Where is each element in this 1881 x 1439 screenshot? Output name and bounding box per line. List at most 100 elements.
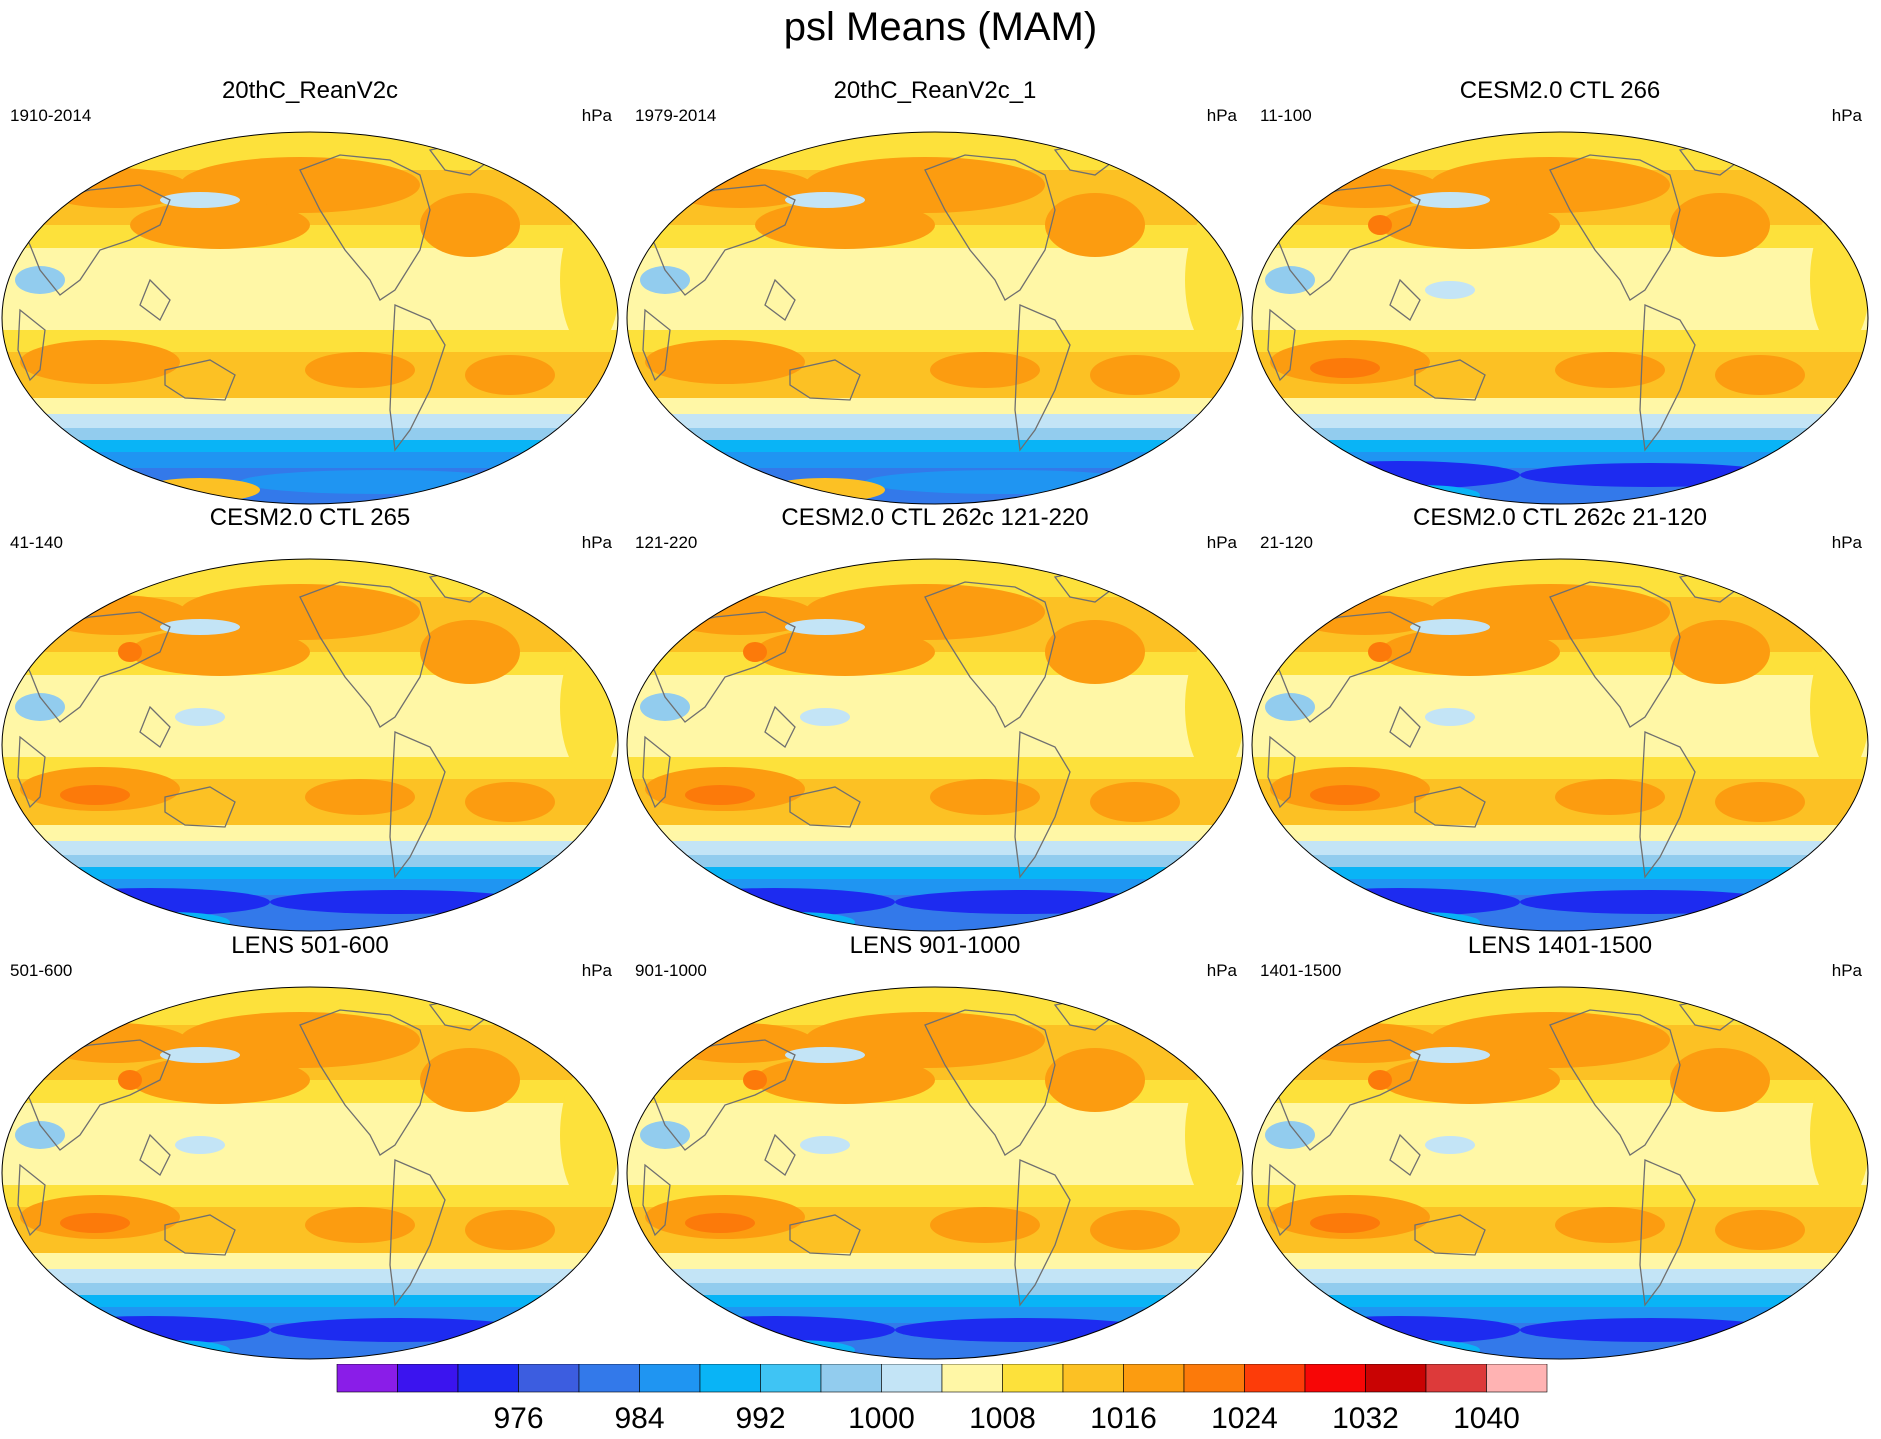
panel-period-label: 1910-2014 xyxy=(10,106,92,125)
colorbar-tick-label: 1024 xyxy=(1211,1402,1278,1435)
antarctic-cell xyxy=(270,1318,530,1342)
coastline xyxy=(139,705,171,748)
pressure-cell xyxy=(1715,1210,1805,1250)
pressure-band xyxy=(2,841,618,855)
pressure-band xyxy=(627,879,1243,895)
pressure-cell xyxy=(180,157,420,213)
pressure-band xyxy=(1252,652,1868,675)
pressure-cell xyxy=(1368,642,1392,662)
pressure-cell xyxy=(640,1121,690,1149)
pressure-band xyxy=(627,440,1243,452)
antarctic-cell xyxy=(655,1316,895,1344)
antarctic-cell xyxy=(110,912,230,931)
pressure-band xyxy=(627,867,1243,879)
coastline xyxy=(789,359,861,401)
pressure-band xyxy=(1252,1080,1868,1103)
colorbar-swatch xyxy=(578,1364,640,1393)
antarctic-cell xyxy=(270,890,530,914)
pressure-band xyxy=(2,1295,618,1307)
pressure-cell xyxy=(1670,1048,1770,1112)
antarctic-cell xyxy=(765,478,885,502)
coastline xyxy=(789,1214,861,1256)
pressure-cell xyxy=(1265,693,1315,721)
pressure-cell xyxy=(130,201,310,249)
pressure-band xyxy=(1252,225,1868,248)
pressure-band xyxy=(2,1253,618,1269)
coastline xyxy=(17,1163,46,1237)
pressure-cell xyxy=(1410,1047,1490,1063)
panel-period-label: 11-100 xyxy=(1260,106,1312,125)
pressure-band xyxy=(627,1103,1243,1185)
pressure-band xyxy=(1252,1253,1868,1269)
panel-units-label: hPa xyxy=(1831,533,1862,552)
map-outline xyxy=(626,558,1244,932)
colorbar-swatch xyxy=(518,1364,580,1393)
pressure-cell xyxy=(465,1210,555,1250)
pressure-cell xyxy=(15,1121,65,1149)
antarctic-cell xyxy=(1360,485,1480,504)
pressure-band xyxy=(2,825,618,841)
pressure-cell xyxy=(60,1213,130,1233)
pressure-cell xyxy=(743,1070,767,1090)
map-outline xyxy=(626,986,1244,1360)
pressure-cell xyxy=(1425,281,1475,299)
pressure-band xyxy=(627,414,1243,428)
pressure-cell xyxy=(1555,352,1665,388)
coastline xyxy=(642,1039,796,1151)
pressure-band xyxy=(2,1269,618,1283)
pressure-cell xyxy=(930,1207,1040,1243)
pressure-band xyxy=(2,225,618,248)
colorbar-swatch xyxy=(1244,1364,1306,1393)
colorbar-swatch xyxy=(397,1364,459,1393)
pressure-band xyxy=(2,248,618,330)
coastline xyxy=(164,359,236,401)
coastline xyxy=(17,611,171,723)
pressure-cell xyxy=(755,201,935,249)
pressure-cell xyxy=(118,1070,142,1090)
coastline xyxy=(1639,304,1696,452)
antarctic-cell xyxy=(1280,461,1520,489)
pressure-cell xyxy=(305,1207,415,1243)
pressure-band xyxy=(2,452,618,468)
panel-title: LENS 901-1000 xyxy=(849,932,1021,959)
panel-period-label: 1979-2014 xyxy=(635,106,717,125)
pressure-cell xyxy=(1045,193,1145,257)
pressure-band xyxy=(627,652,1243,675)
map-outline xyxy=(1,131,619,505)
pressure-band xyxy=(1252,414,1868,428)
pressure-band xyxy=(2,414,618,428)
pressure-cell xyxy=(1185,210,1243,350)
colorbar-swatch xyxy=(820,1364,882,1393)
contour-map xyxy=(1,558,619,932)
pressure-band xyxy=(2,879,618,895)
pressure-cell xyxy=(800,1136,850,1154)
panel-period-label: 901-1000 xyxy=(635,961,707,980)
pressure-cell xyxy=(1310,785,1380,805)
coastline xyxy=(139,1133,171,1176)
pressure-band xyxy=(2,440,618,452)
pressure-band xyxy=(627,398,1243,414)
pressure-cell xyxy=(420,193,520,257)
panel-period-label: 1401-1500 xyxy=(1260,961,1342,980)
coastline xyxy=(139,278,171,321)
coastline xyxy=(1639,731,1696,879)
colorbar-tick-label: 1000 xyxy=(848,1402,915,1435)
pressure-cell xyxy=(685,1213,755,1233)
pressure-cell xyxy=(755,1056,935,1104)
pressure-cell xyxy=(785,1047,865,1063)
colorbar-swatch xyxy=(1486,1364,1548,1393)
pressure-band xyxy=(2,1307,618,1323)
coastline xyxy=(1267,611,1421,723)
pressure-band xyxy=(2,1103,618,1185)
coastline xyxy=(1389,278,1421,321)
pressure-cell xyxy=(1045,1048,1145,1112)
antarctic-cell xyxy=(30,1316,270,1344)
colorbar-swatch xyxy=(760,1364,822,1393)
coastline xyxy=(1549,1009,1681,1156)
pressure-cell xyxy=(743,642,767,662)
pressure-cell xyxy=(1090,355,1180,395)
panel-title: CESM2.0 CTL 266 xyxy=(1459,77,1661,104)
pressure-cell xyxy=(1670,193,1770,257)
antarctic-cell xyxy=(1520,890,1780,914)
page-title: psl Means (MAM) xyxy=(783,5,1098,49)
